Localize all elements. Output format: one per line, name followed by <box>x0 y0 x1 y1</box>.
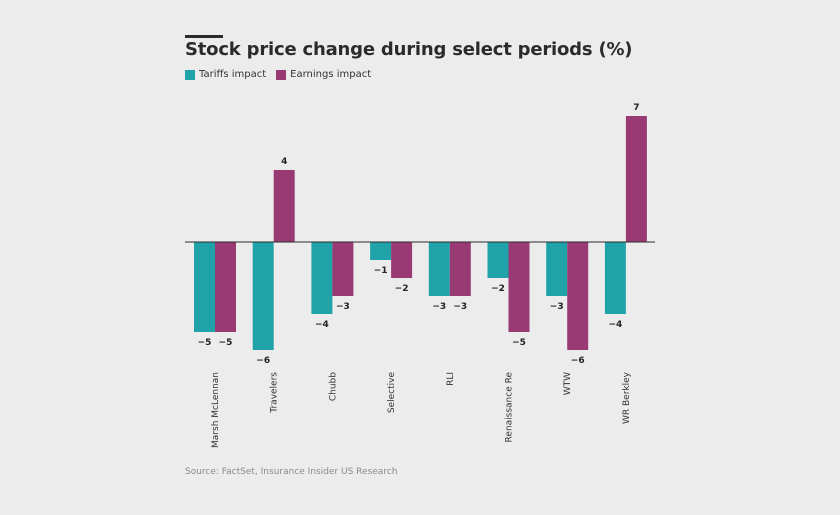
value-label-tariffs-6: −3 <box>550 302 564 312</box>
bar-earnings-2 <box>332 242 354 296</box>
title-rule <box>185 35 223 38</box>
bar-tariffs-6 <box>546 242 568 296</box>
bar-tariffs-0 <box>194 242 215 332</box>
category-label-0: Marsh McLennan <box>211 372 221 448</box>
legend: Tariffs impact Earnings impact <box>185 69 371 80</box>
value-label-tariffs-3: −1 <box>374 266 388 276</box>
bar-earnings-7 <box>625 116 647 242</box>
bar-earnings-3 <box>391 242 413 278</box>
legend-item-earnings: Earnings impact <box>276 69 371 80</box>
value-label-earnings-4: −3 <box>453 302 467 312</box>
value-label-tariffs-1: −6 <box>256 356 270 366</box>
bar-tariffs-7 <box>604 242 626 314</box>
bar-earnings-5 <box>508 242 530 332</box>
source-note: Source: FactSet, Insurance Insider US Re… <box>185 467 398 477</box>
value-label-earnings-7: 7 <box>633 103 639 113</box>
legend-label-earnings: Earnings impact <box>290 69 372 80</box>
category-label-5: Renaissance Re <box>505 372 515 443</box>
category-label-6: WTW <box>563 372 573 395</box>
bar-earnings-1 <box>273 170 295 242</box>
category-label-3: Selective <box>387 372 397 414</box>
legend-item-tariffs: Tariffs impact <box>185 69 266 80</box>
value-label-earnings-2: −3 <box>336 302 350 312</box>
legend-label-tariffs: Tariffs impact <box>199 69 267 80</box>
bar-earnings-4 <box>449 242 471 296</box>
legend-swatch-tariffs <box>185 69 195 80</box>
value-label-tariffs-4: −3 <box>432 302 446 312</box>
value-label-tariffs-2: −4 <box>315 320 329 330</box>
value-label-earnings-3: −2 <box>395 284 409 294</box>
category-label-4: RLI <box>446 372 456 386</box>
bar-earnings-6 <box>567 242 589 350</box>
bar-tariffs-5 <box>487 242 509 278</box>
category-label-2: Chubb <box>328 372 338 401</box>
value-label-tariffs-7: −4 <box>608 320 622 330</box>
category-label-1: Travelers <box>270 372 280 414</box>
bar-tariffs-4 <box>428 242 450 296</box>
value-label-earnings-6: −6 <box>571 356 585 366</box>
value-label-tariffs-0: −5 <box>198 338 212 348</box>
value-label-earnings-5: −5 <box>512 338 526 348</box>
bar-earnings-0 <box>215 242 236 332</box>
value-label-earnings-0: −5 <box>219 338 233 348</box>
chart-title: Stock price change during select periods… <box>185 39 633 60</box>
legend-swatch-earnings <box>276 69 287 80</box>
bar-tariffs-2 <box>311 242 333 314</box>
bar-tariffs-1 <box>252 242 274 350</box>
value-label-earnings-1: 4 <box>281 157 287 167</box>
bar-tariffs-3 <box>370 242 392 260</box>
value-label-tariffs-5: −2 <box>491 284 505 294</box>
category-label-7: WR Berkley <box>622 371 632 424</box>
